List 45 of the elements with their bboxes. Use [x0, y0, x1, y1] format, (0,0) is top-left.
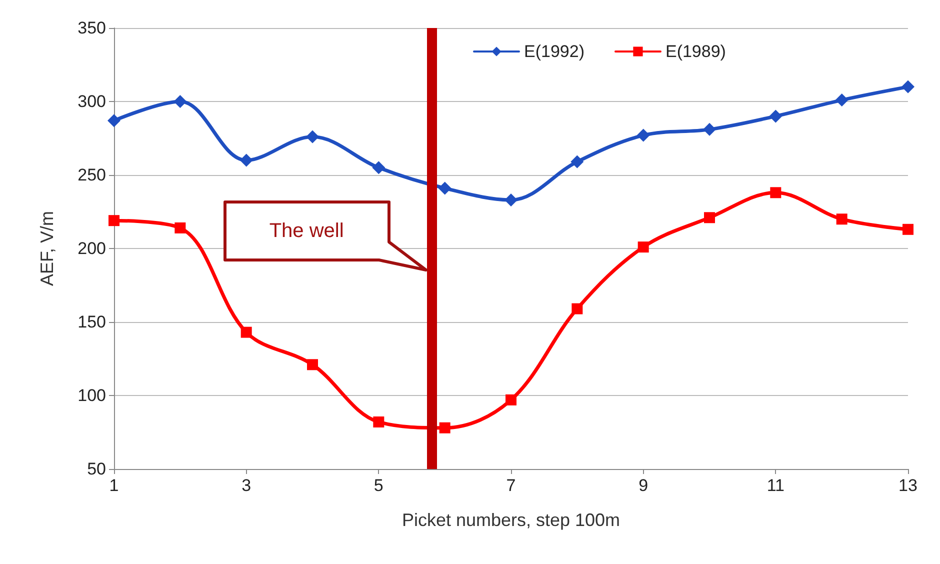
point: [570, 155, 584, 168]
x-tick-label: 7: [506, 476, 516, 495]
point: [174, 95, 187, 108]
y-axis-title: AEF, V/m: [37, 210, 57, 286]
point: [835, 94, 848, 107]
point: [240, 154, 253, 167]
x-axis-title: Picket numbers, step 100m: [402, 510, 620, 530]
point: [108, 114, 120, 128]
point: [307, 359, 318, 370]
point: [636, 128, 650, 142]
point: [439, 422, 450, 434]
point: [704, 212, 715, 224]
point: [770, 187, 782, 198]
x-tick-label: 9: [638, 476, 648, 495]
y-tick-label: 50: [87, 460, 106, 478]
legend-label: E(1989): [665, 42, 726, 61]
point: [506, 394, 516, 406]
y-tick-label: 350: [78, 18, 106, 38]
y-tick-label: 150: [78, 312, 106, 332]
x-tick-label: 5: [374, 476, 384, 495]
annotation: The well: [268, 219, 345, 244]
point: [240, 326, 252, 338]
point: [174, 222, 186, 234]
point: [108, 215, 120, 226]
y-tick-label: 200: [78, 239, 106, 258]
legend-label: E(1992): [524, 42, 584, 61]
point: [638, 242, 649, 253]
point: [836, 214, 848, 225]
point: [902, 224, 914, 235]
x-tick-label: 13: [898, 476, 918, 495]
point: [769, 110, 782, 123]
point: [504, 193, 518, 206]
y-tick-label: 300: [78, 92, 106, 111]
point: [572, 303, 583, 314]
point: [373, 416, 384, 428]
point: [438, 182, 452, 195]
point: [703, 122, 716, 136]
point: [902, 80, 914, 94]
point: [372, 161, 386, 174]
x-tick-label: 3: [242, 476, 252, 495]
point: [306, 130, 319, 144]
x-tick-label: 11: [766, 476, 784, 495]
y-tick-label: 250: [78, 166, 106, 184]
y-tick-label: 100: [78, 386, 106, 405]
x-tick-label: 1: [109, 476, 119, 495]
